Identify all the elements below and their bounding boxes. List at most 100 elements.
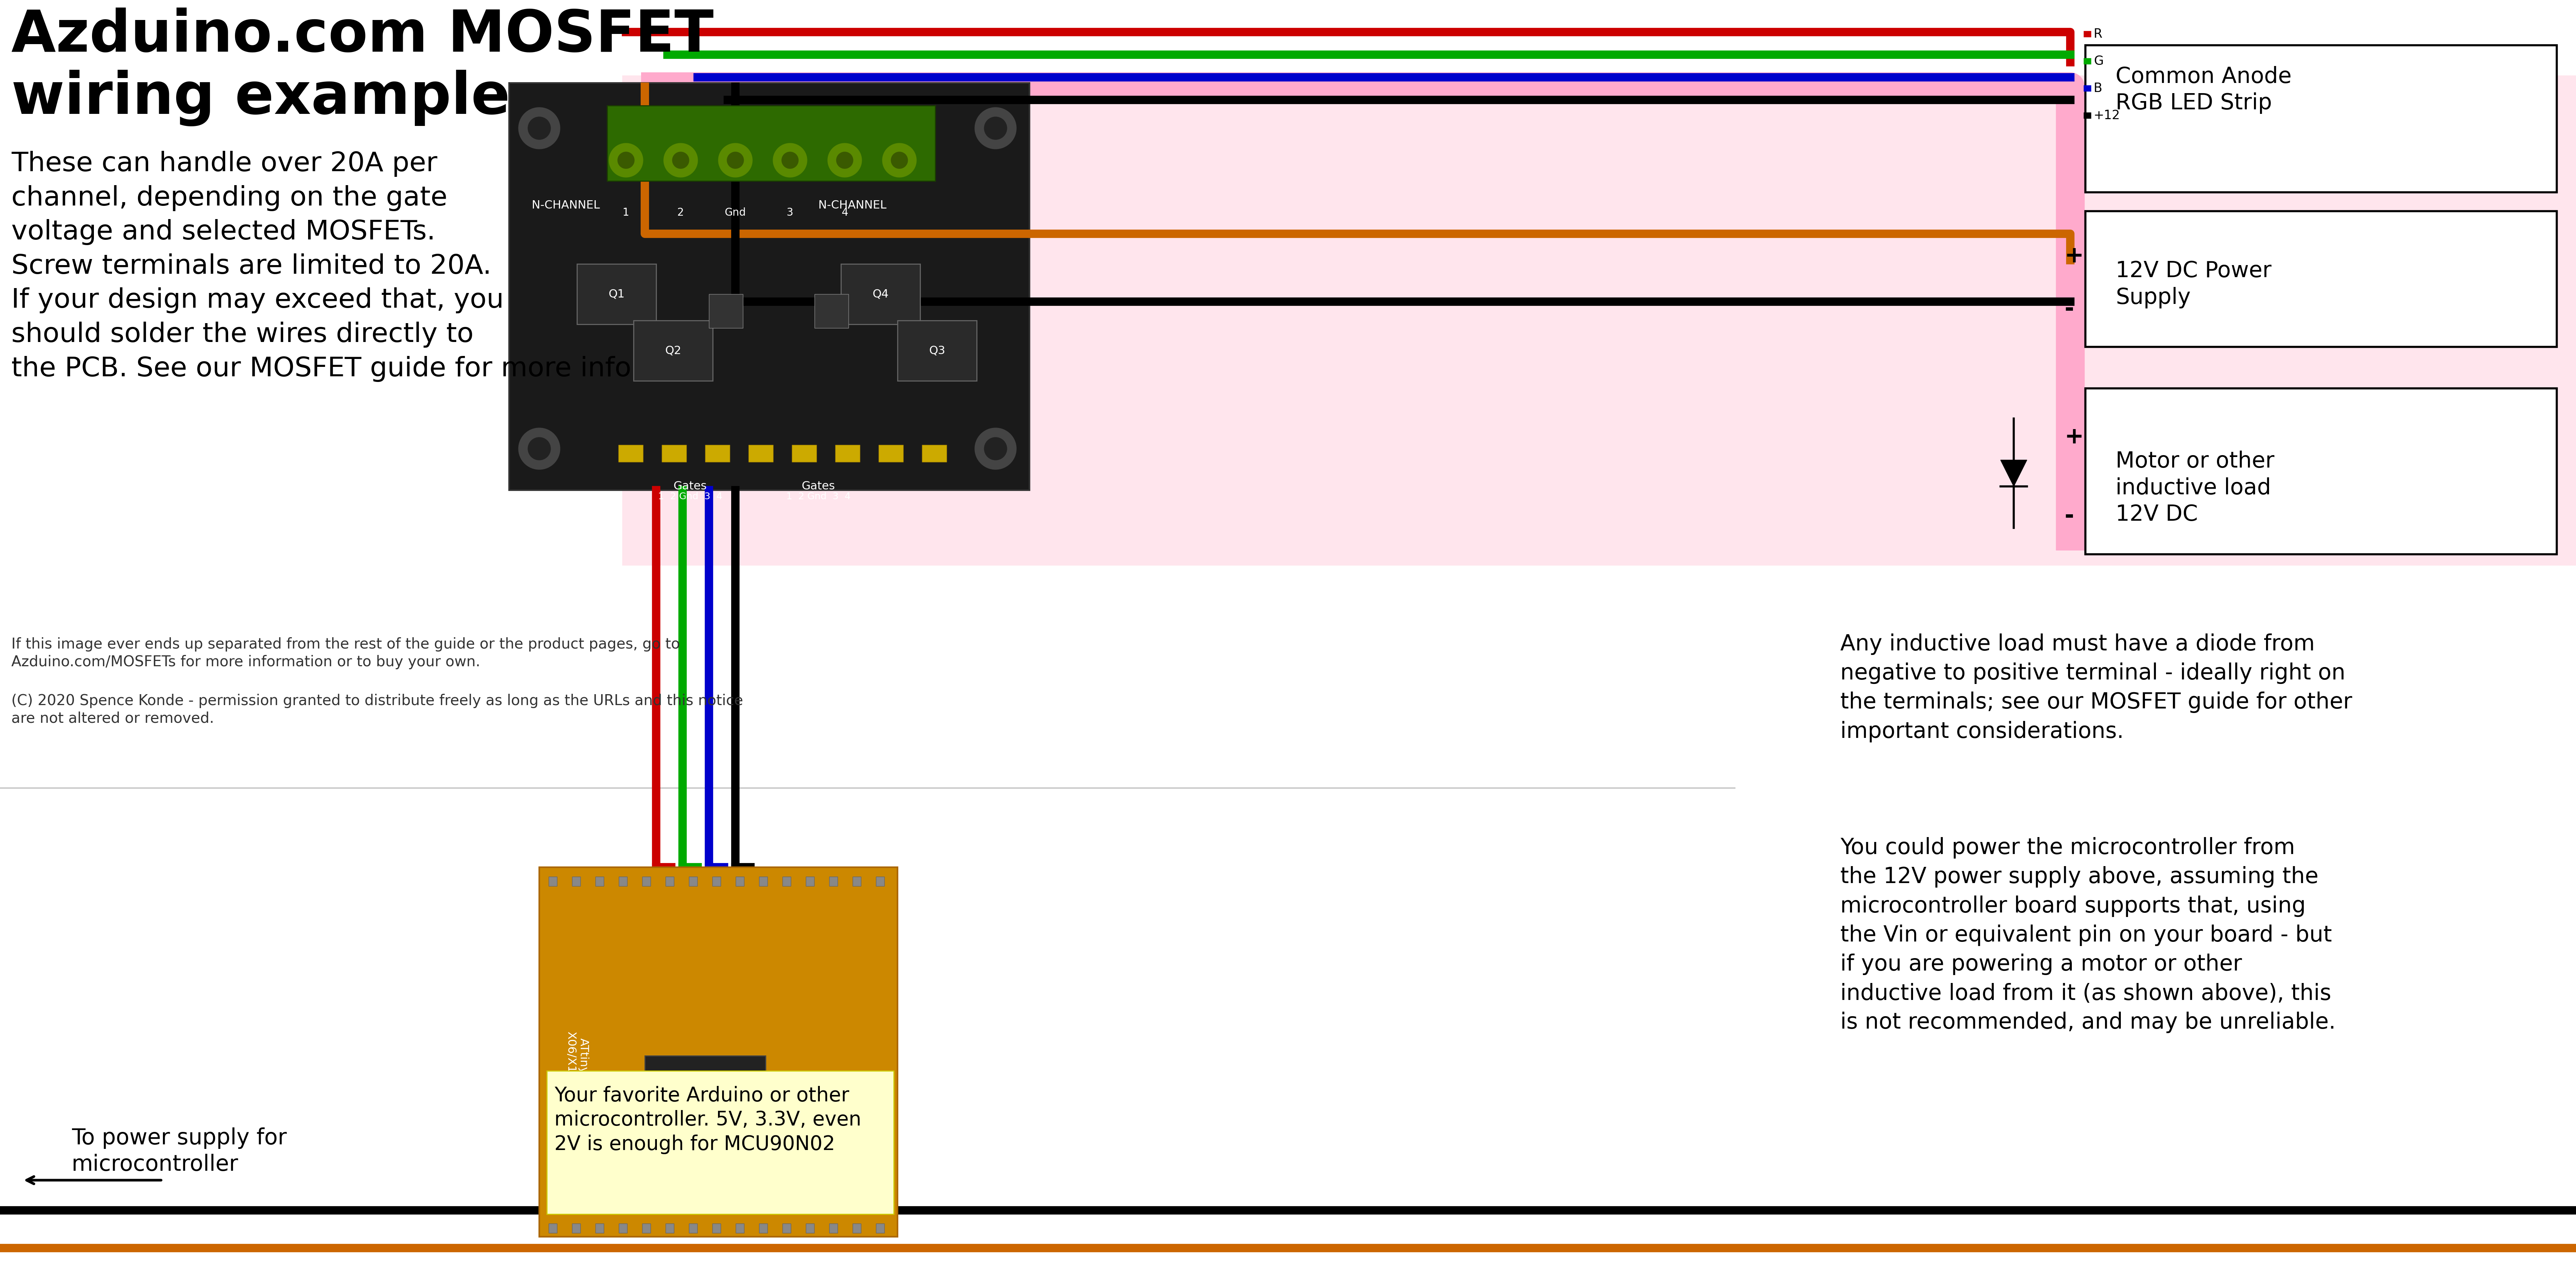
Bar xyxy=(876,876,884,887)
Text: 1  2 Gnd  3  4: 1 2 Gnd 3 4 xyxy=(786,492,850,501)
Bar xyxy=(641,1223,649,1234)
Bar xyxy=(572,876,580,887)
Text: Your favorite Arduino or other
microcontroller. 5V, 3.3V, even
2V is enough for : Your favorite Arduino or other microcont… xyxy=(554,1086,860,1154)
Text: These can handle over 20A per
channel, depending on the gate
voltage and selecte: These can handle over 20A per channel, d… xyxy=(10,150,631,382)
Text: ATtiny
X06/X16: ATtiny X06/X16 xyxy=(564,1032,590,1081)
Bar xyxy=(644,1056,765,1139)
Bar xyxy=(577,263,657,324)
Bar xyxy=(876,1223,884,1234)
Bar xyxy=(623,76,2576,565)
Text: +: + xyxy=(2063,427,2084,448)
Bar xyxy=(711,1223,721,1234)
Bar xyxy=(750,445,773,461)
Bar xyxy=(829,876,837,887)
Circle shape xyxy=(719,144,752,177)
Text: Q4: Q4 xyxy=(873,289,889,299)
Text: Common Anode
RGB LED Strip: Common Anode RGB LED Strip xyxy=(2115,66,2290,114)
Circle shape xyxy=(608,144,644,177)
Bar xyxy=(618,1223,626,1234)
Text: N-CHANNEL: N-CHANNEL xyxy=(819,200,886,211)
Bar xyxy=(608,105,935,181)
Bar xyxy=(2084,211,2555,347)
Text: Gnd: Gnd xyxy=(724,207,747,218)
Bar xyxy=(840,263,920,324)
Text: +: + xyxy=(2063,245,2084,267)
Text: Azduino.com MOSFET: Azduino.com MOSFET xyxy=(10,8,714,64)
Text: G: G xyxy=(2094,55,2102,67)
Text: Motor or other
inductive load
12V DC: Motor or other inductive load 12V DC xyxy=(2115,451,2275,526)
Bar xyxy=(618,876,626,887)
Bar xyxy=(2084,45,2555,193)
Bar xyxy=(853,1223,860,1234)
Bar xyxy=(662,445,685,461)
Bar xyxy=(510,84,1030,490)
Bar xyxy=(806,1223,814,1234)
Text: 1  2 Gnd  3  4: 1 2 Gnd 3 4 xyxy=(657,492,721,501)
Circle shape xyxy=(884,144,917,177)
Text: (C) 2020 Spence Konde - permission granted to distribute freely as long as the U: (C) 2020 Spence Konde - permission grant… xyxy=(10,694,742,726)
Text: 12V DC Power
Supply: 12V DC Power Supply xyxy=(2115,260,2272,308)
Bar xyxy=(737,1223,744,1234)
Text: 4: 4 xyxy=(842,207,848,218)
Bar xyxy=(549,876,556,887)
Text: 2: 2 xyxy=(677,207,683,218)
Text: wiring example: wiring example xyxy=(10,69,510,126)
Bar xyxy=(546,1070,894,1214)
Bar xyxy=(665,1223,675,1234)
Text: Gates: Gates xyxy=(801,481,835,492)
Text: N-CHANNEL: N-CHANNEL xyxy=(531,200,600,211)
Text: Gates: Gates xyxy=(672,481,706,492)
Bar xyxy=(806,876,814,887)
Text: You could power the microcontroller from
the 12V power supply above, assuming th: You could power the microcontroller from… xyxy=(1839,837,2336,1033)
Bar xyxy=(634,320,714,380)
Text: To power supply for
microcontroller: To power supply for microcontroller xyxy=(72,1127,286,1176)
Bar xyxy=(708,294,742,328)
Bar xyxy=(572,1223,580,1234)
Circle shape xyxy=(984,117,1007,140)
Circle shape xyxy=(518,108,559,149)
Bar xyxy=(853,876,860,887)
Circle shape xyxy=(891,152,907,168)
Circle shape xyxy=(837,152,853,168)
Circle shape xyxy=(518,428,559,469)
Text: Any inductive load must have a diode from
negative to positive terminal - ideall: Any inductive load must have a diode fro… xyxy=(1839,634,2352,743)
Bar xyxy=(711,876,721,887)
Circle shape xyxy=(974,108,1015,149)
Bar xyxy=(737,876,744,887)
Bar xyxy=(549,1223,556,1234)
Bar xyxy=(878,445,904,461)
Circle shape xyxy=(726,152,744,168)
Bar xyxy=(538,867,896,1236)
Bar xyxy=(760,876,768,887)
Bar xyxy=(835,445,860,461)
Bar xyxy=(791,445,817,461)
Circle shape xyxy=(984,437,1007,460)
Circle shape xyxy=(672,152,688,168)
Circle shape xyxy=(528,117,551,140)
Circle shape xyxy=(773,144,806,177)
Circle shape xyxy=(665,144,698,177)
Text: 3: 3 xyxy=(786,207,793,218)
Bar xyxy=(618,445,644,461)
Bar xyxy=(814,294,848,328)
Text: +12: +12 xyxy=(2094,109,2120,122)
Bar xyxy=(896,320,976,380)
Text: 1: 1 xyxy=(623,207,629,218)
Bar xyxy=(595,876,603,887)
Circle shape xyxy=(618,152,634,168)
Text: Q3: Q3 xyxy=(930,346,945,356)
Circle shape xyxy=(781,152,799,168)
Bar xyxy=(688,1223,698,1234)
Bar xyxy=(783,1223,791,1234)
Bar xyxy=(641,876,649,887)
Bar xyxy=(829,1223,837,1234)
Bar xyxy=(2084,388,2555,554)
Bar xyxy=(688,876,698,887)
Bar xyxy=(760,1223,768,1234)
Text: If this image ever ends up separated from the rest of the guide or the product p: If this image ever ends up separated fro… xyxy=(10,637,680,669)
Circle shape xyxy=(528,437,551,460)
Bar xyxy=(706,445,729,461)
Text: -: - xyxy=(2063,505,2074,528)
Text: -: - xyxy=(2063,298,2074,320)
Bar xyxy=(922,445,945,461)
